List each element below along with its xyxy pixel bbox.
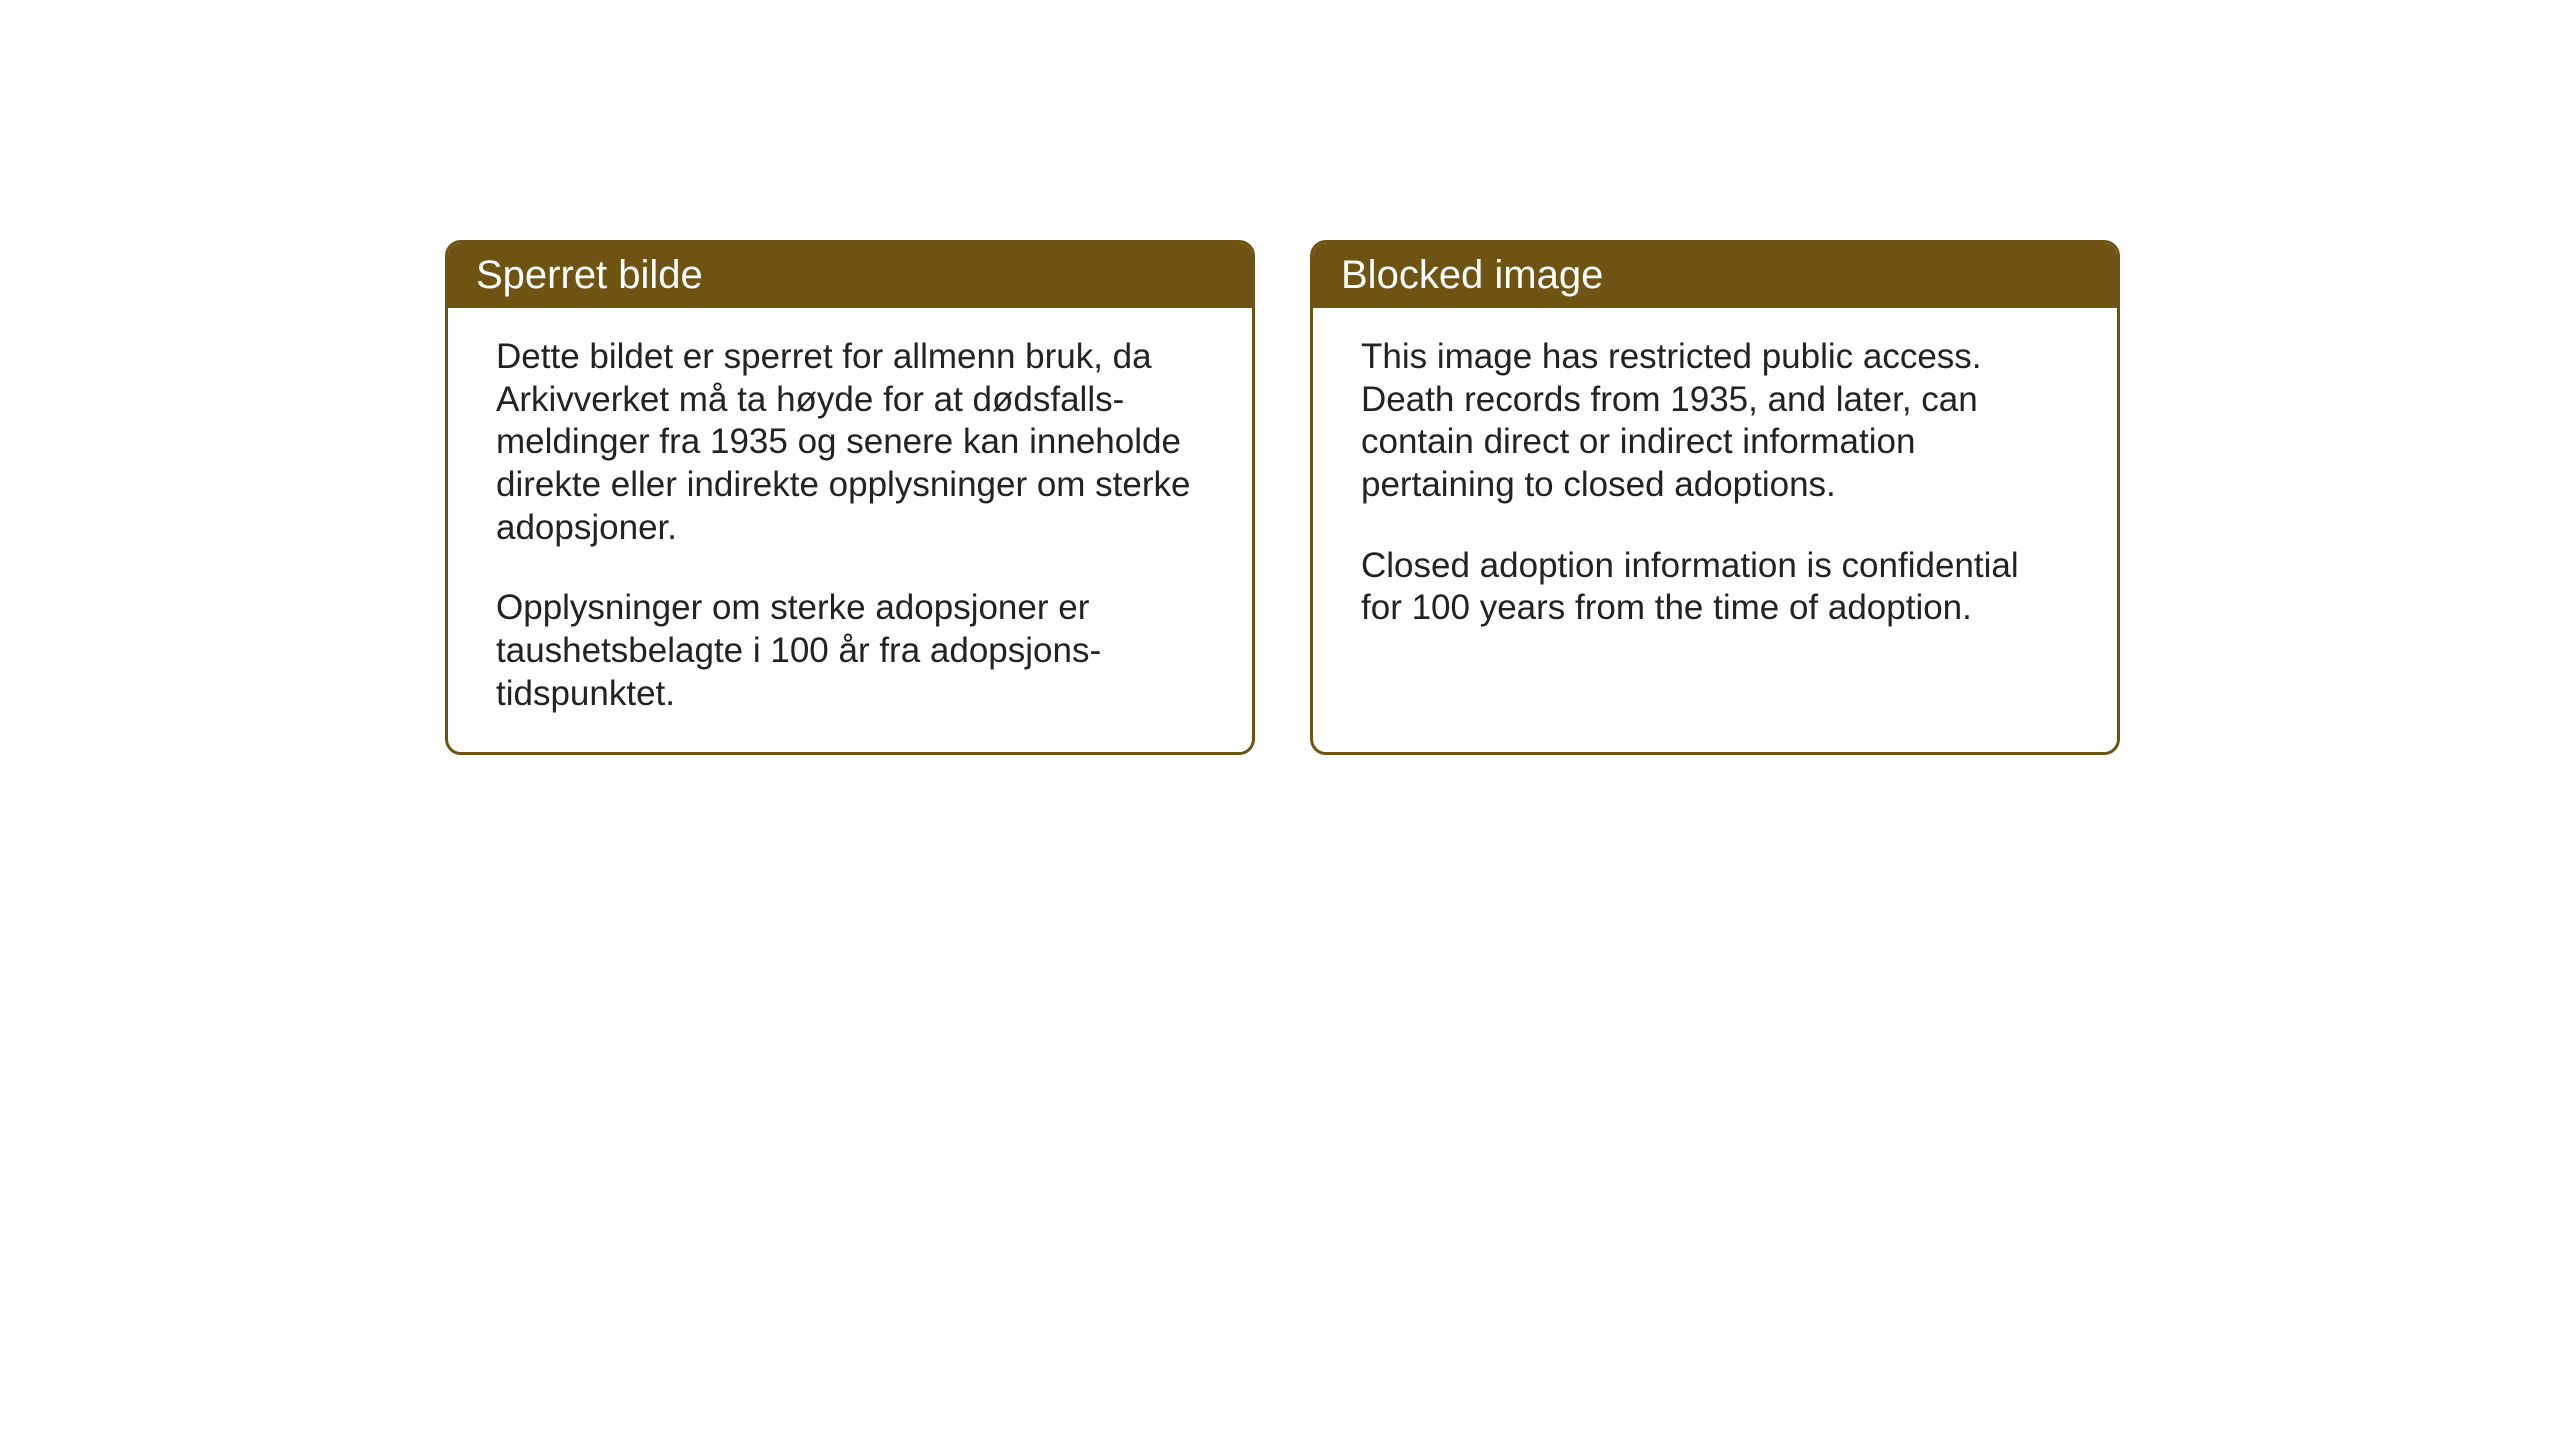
card-paragraph: Dette bildet er sperret for allmenn bruk… [496,336,1204,549]
notice-container: Sperret bilde Dette bildet er sperret fo… [445,240,2120,755]
card-paragraph: This image has restricted public access.… [1361,336,2069,507]
card-header-norwegian: Sperret bilde [448,243,1252,308]
card-header-english: Blocked image [1313,243,2117,308]
notice-card-english: Blocked image This image has restricted … [1310,240,2120,755]
card-body-english: This image has restricted public access.… [1313,308,2117,666]
card-paragraph: Opplysninger om sterke adopsjoner er tau… [496,587,1204,715]
card-title: Sperret bilde [476,253,703,297]
notice-card-norwegian: Sperret bilde Dette bildet er sperret fo… [445,240,1255,755]
card-paragraph: Closed adoption information is confident… [1361,545,2069,630]
card-title: Blocked image [1341,253,1603,297]
card-body-norwegian: Dette bildet er sperret for allmenn bruk… [448,308,1252,752]
